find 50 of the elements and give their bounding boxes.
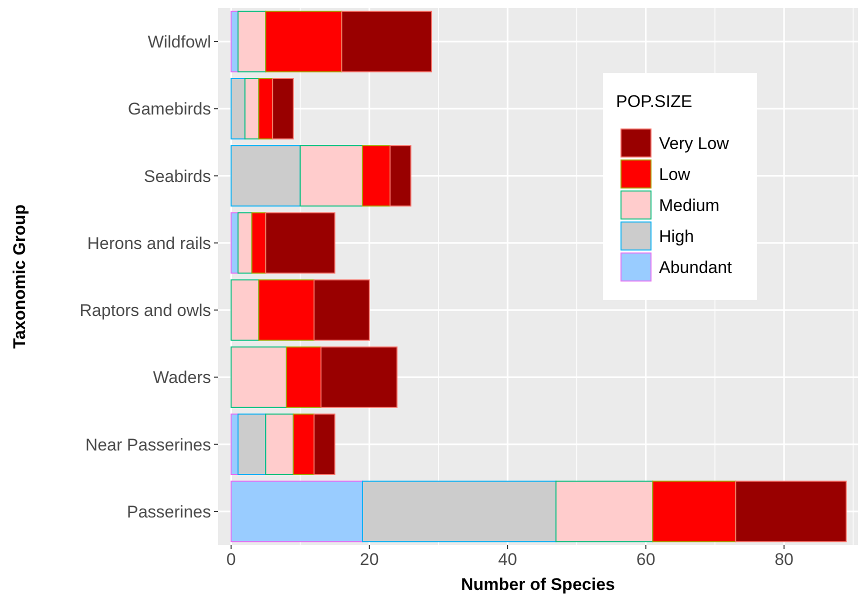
legend-label: High (659, 227, 694, 246)
bar (314, 279, 370, 341)
bar (251, 212, 266, 274)
bar (230, 145, 301, 207)
legend-label: Low (659, 165, 691, 184)
y-tick-label: Near Passerines (85, 435, 211, 454)
bar (238, 10, 266, 72)
bar (735, 480, 847, 542)
x-tick-label: 20 (360, 550, 379, 569)
bar (230, 346, 287, 408)
legend-label: Medium (659, 196, 720, 215)
y-tick-label: Gamebirds (128, 100, 211, 119)
bar (272, 78, 294, 140)
bar (238, 414, 266, 476)
bar (244, 78, 260, 140)
bar (362, 480, 556, 542)
bar (314, 414, 336, 476)
bar (320, 346, 398, 408)
bar (300, 145, 363, 207)
y-tick-label: Seabirds (144, 166, 211, 186)
legend-title: POP.SIZE (616, 92, 692, 111)
bar (652, 480, 736, 542)
bar (341, 10, 432, 72)
y-tick-label: Passerines (126, 502, 211, 522)
legend-label: Abundant (659, 258, 732, 277)
bar (265, 212, 336, 274)
x-tick-label: 80 (774, 550, 794, 569)
bar (555, 480, 654, 542)
y-axis-title: Taxonomic Group (10, 204, 29, 349)
bar (265, 10, 342, 72)
bar (238, 212, 252, 274)
x-tick-label: 60 (636, 550, 656, 569)
bar (286, 346, 322, 408)
bar (265, 414, 294, 476)
x-axis-title: Number of Species (461, 575, 615, 594)
x-tick-label: 40 (498, 550, 518, 569)
bar (230, 78, 246, 140)
y-tick-label: Wildfowl (148, 32, 211, 52)
x-tick-label: 0 (226, 550, 236, 569)
bar (390, 145, 412, 207)
bar (362, 145, 391, 207)
y-tick-label: Raptors and owls (80, 301, 211, 320)
legend-label: Very Low (659, 134, 730, 153)
bar (258, 279, 315, 341)
bar (230, 279, 260, 341)
bar (258, 78, 274, 140)
y-tick-label: Waders (153, 368, 211, 388)
bar (292, 414, 315, 476)
bar (230, 480, 363, 542)
y-tick-label: Herons and rails (87, 234, 211, 253)
